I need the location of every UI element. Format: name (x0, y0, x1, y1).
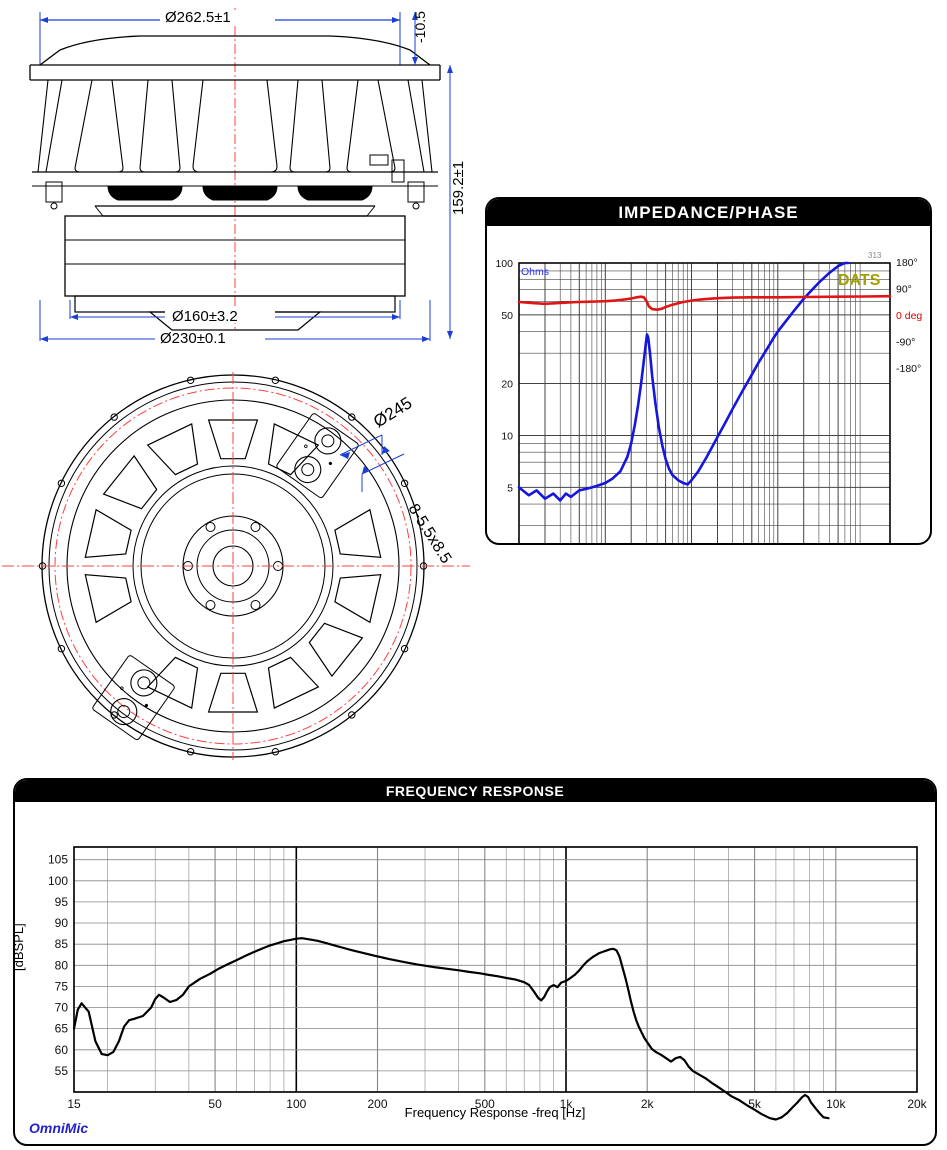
svg-text:50: 50 (208, 1097, 222, 1111)
svg-text:-180°: -180° (896, 363, 921, 375)
svg-text:70: 70 (55, 1001, 69, 1015)
svg-text:90: 90 (55, 916, 69, 930)
svg-text:0 deg: 0 deg (896, 310, 922, 322)
svg-text:Ø262.5±1: Ø262.5±1 (165, 9, 231, 26)
svg-text:20k: 20k (907, 1097, 927, 1111)
svg-text:8-5.5x8.5: 8-5.5x8.5 (405, 501, 455, 567)
svg-text:95: 95 (55, 895, 69, 909)
svg-text:313: 313 (868, 251, 882, 260)
svg-text:Ø245: Ø245 (370, 393, 415, 431)
svg-text:180°: 180° (896, 257, 918, 269)
svg-text:200: 200 (367, 1097, 387, 1111)
svg-text:100: 100 (495, 258, 513, 270)
svg-text:100: 100 (48, 874, 68, 888)
svg-text:60: 60 (55, 1043, 69, 1057)
svg-text:10k: 10k (826, 1097, 846, 1111)
svg-text:50: 50 (501, 310, 513, 322)
svg-text:5: 5 (507, 482, 513, 494)
svg-text:Ohms: Ohms (521, 266, 549, 278)
svg-text:[dBSPL]: [dBSPL] (15, 923, 26, 971)
svg-text:DATS: DATS (838, 272, 881, 289)
svg-text:75: 75 (55, 979, 69, 993)
svg-text:159.2±1: 159.2±1 (450, 161, 467, 215)
svg-text:10: 10 (501, 431, 513, 443)
svg-text:90°: 90° (896, 284, 912, 296)
svg-text:85: 85 (55, 937, 69, 951)
svg-text:Ø230±0.1: Ø230±0.1 (160, 330, 226, 347)
svg-text:80: 80 (55, 958, 69, 972)
svg-text:55: 55 (55, 1064, 69, 1078)
svg-text:65: 65 (55, 1022, 69, 1036)
svg-text:Ø160±3.2: Ø160±3.2 (172, 308, 238, 325)
svg-text:105: 105 (48, 853, 68, 867)
svg-text:2k: 2k (641, 1097, 655, 1111)
svg-text:20: 20 (501, 379, 513, 391)
svg-text:15: 15 (67, 1097, 81, 1111)
svg-text:-10.5: -10.5 (412, 11, 428, 43)
svg-text:Frequency Response -freq [Hz]: Frequency Response -freq [Hz] (405, 1105, 586, 1120)
svg-text:100: 100 (286, 1097, 306, 1111)
svg-text:-90°: -90° (896, 337, 915, 349)
